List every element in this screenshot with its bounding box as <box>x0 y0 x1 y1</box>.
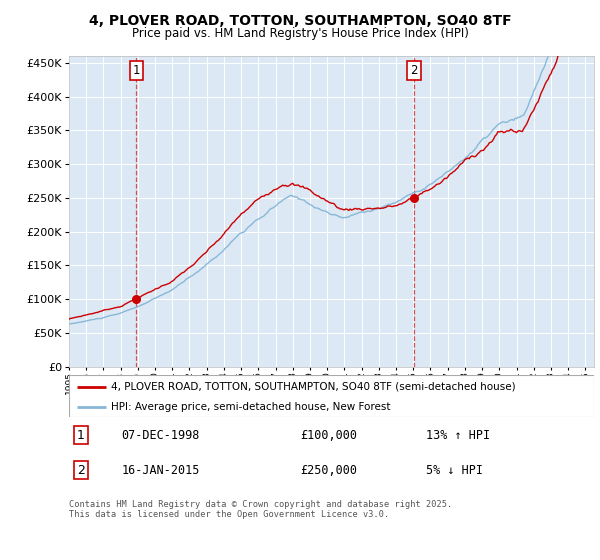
Text: £100,000: £100,000 <box>300 428 357 442</box>
Text: 1: 1 <box>77 428 85 442</box>
Text: 13% ↑ HPI: 13% ↑ HPI <box>426 428 490 442</box>
Text: £250,000: £250,000 <box>300 464 357 477</box>
Text: Contains HM Land Registry data © Crown copyright and database right 2025.
This d: Contains HM Land Registry data © Crown c… <box>69 500 452 519</box>
Text: 16-JAN-2015: 16-JAN-2015 <box>121 464 200 477</box>
Text: 2: 2 <box>410 64 418 77</box>
Text: 4, PLOVER ROAD, TOTTON, SOUTHAMPTON, SO40 8TF: 4, PLOVER ROAD, TOTTON, SOUTHAMPTON, SO4… <box>89 14 511 28</box>
Text: 4, PLOVER ROAD, TOTTON, SOUTHAMPTON, SO40 8TF (semi-detached house): 4, PLOVER ROAD, TOTTON, SOUTHAMPTON, SO4… <box>111 382 515 392</box>
Text: 2: 2 <box>77 464 85 477</box>
Text: Price paid vs. HM Land Registry's House Price Index (HPI): Price paid vs. HM Land Registry's House … <box>131 27 469 40</box>
Text: 07-DEC-1998: 07-DEC-1998 <box>121 428 200 442</box>
Text: HPI: Average price, semi-detached house, New Forest: HPI: Average price, semi-detached house,… <box>111 402 391 412</box>
Text: 1: 1 <box>133 64 140 77</box>
FancyBboxPatch shape <box>69 375 594 417</box>
Text: 5% ↓ HPI: 5% ↓ HPI <box>426 464 483 477</box>
